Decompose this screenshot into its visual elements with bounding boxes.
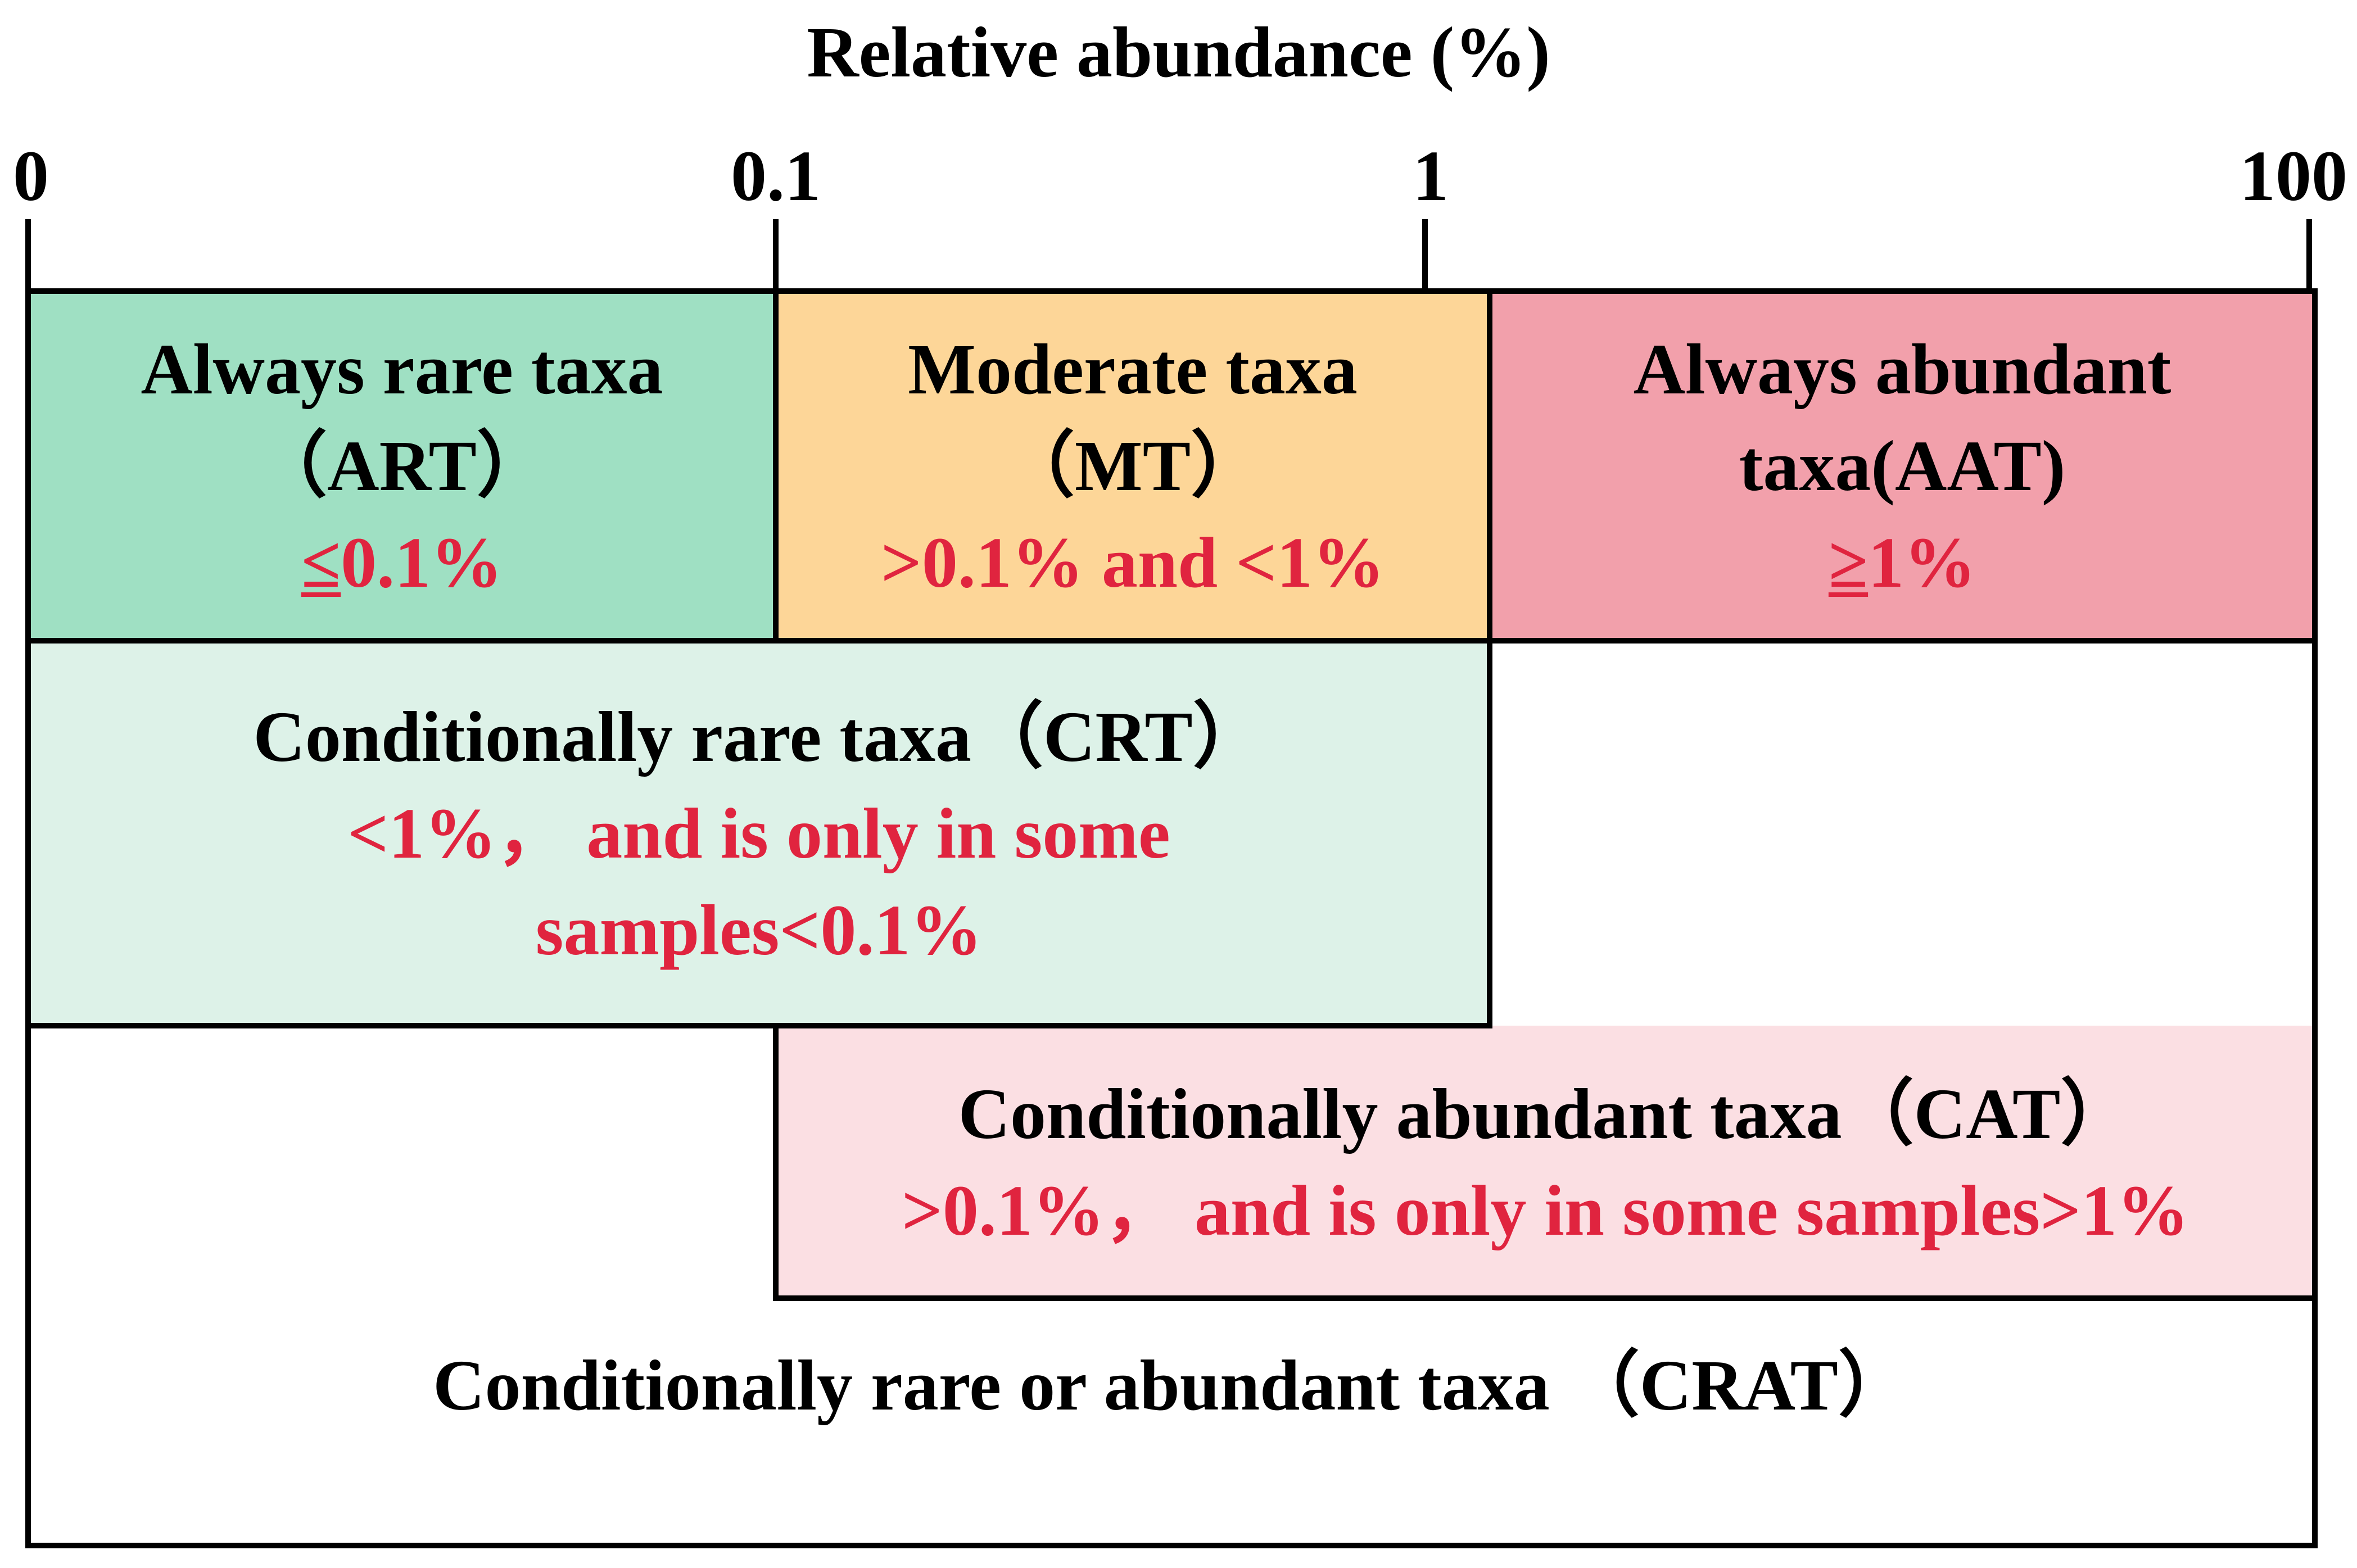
cat-name: Conditionally abundant taxa（CAT） <box>958 1073 2133 1154</box>
aat-criterion-symbol: ≥ <box>1828 523 1869 602</box>
art-name-line1: Always rare taxa <box>141 329 663 409</box>
axis-title: Relative abundance (%) <box>807 12 1550 92</box>
mt-name-line1: Moderate taxa <box>908 329 1358 409</box>
mt-box: Moderate taxa （MT） >0.1% and <1% <box>776 291 1490 641</box>
art-box: Always rare taxa （ART） ≤0.1% <box>28 291 776 641</box>
crt-box: Conditionally rare taxa（CRT） <1%， and is… <box>28 641 1490 1026</box>
tick-label-0: 0 <box>13 136 49 216</box>
mt-name-line2: （MT） <box>1002 426 1263 506</box>
art-criterion-symbol: ≤ <box>301 523 341 602</box>
crt-criterion-line2: samples<0.1% <box>535 890 983 970</box>
cat-criterion: >0.1%， and is only in some samples>1% <box>901 1170 2189 1250</box>
tick-label-1: 1 <box>1413 136 1449 216</box>
aat-name-line2: taxa(AAT) <box>1739 426 2066 506</box>
art-name-line2: （ART） <box>255 426 549 506</box>
crat-box: Conditionally rare or abundant taxa （CRA… <box>28 1298 2315 1546</box>
mt-criterion: >0.1% and <1% <box>880 523 1385 602</box>
aat-name-line1: Always abundant <box>1633 329 2171 409</box>
aat-criterion-value: 1% <box>1868 523 1976 602</box>
aat-box: Always abundant taxa(AAT) ≥1% <box>1490 291 2315 641</box>
crt-name: Conditionally rare taxa（CRT） <box>253 696 1265 777</box>
art-criterion-value: 0.1% <box>341 523 503 602</box>
cat-box: Conditionally abundant taxa（CAT） >0.1%， … <box>776 1026 2315 1298</box>
tick-label-0.1: 0.1 <box>731 136 821 216</box>
crt-criterion-line1: <1%， and is only in some <box>347 793 1170 873</box>
tick-label-100: 100 <box>2240 136 2347 216</box>
crat-name: Conditionally rare or abundant taxa （CRA… <box>433 1345 1910 1425</box>
